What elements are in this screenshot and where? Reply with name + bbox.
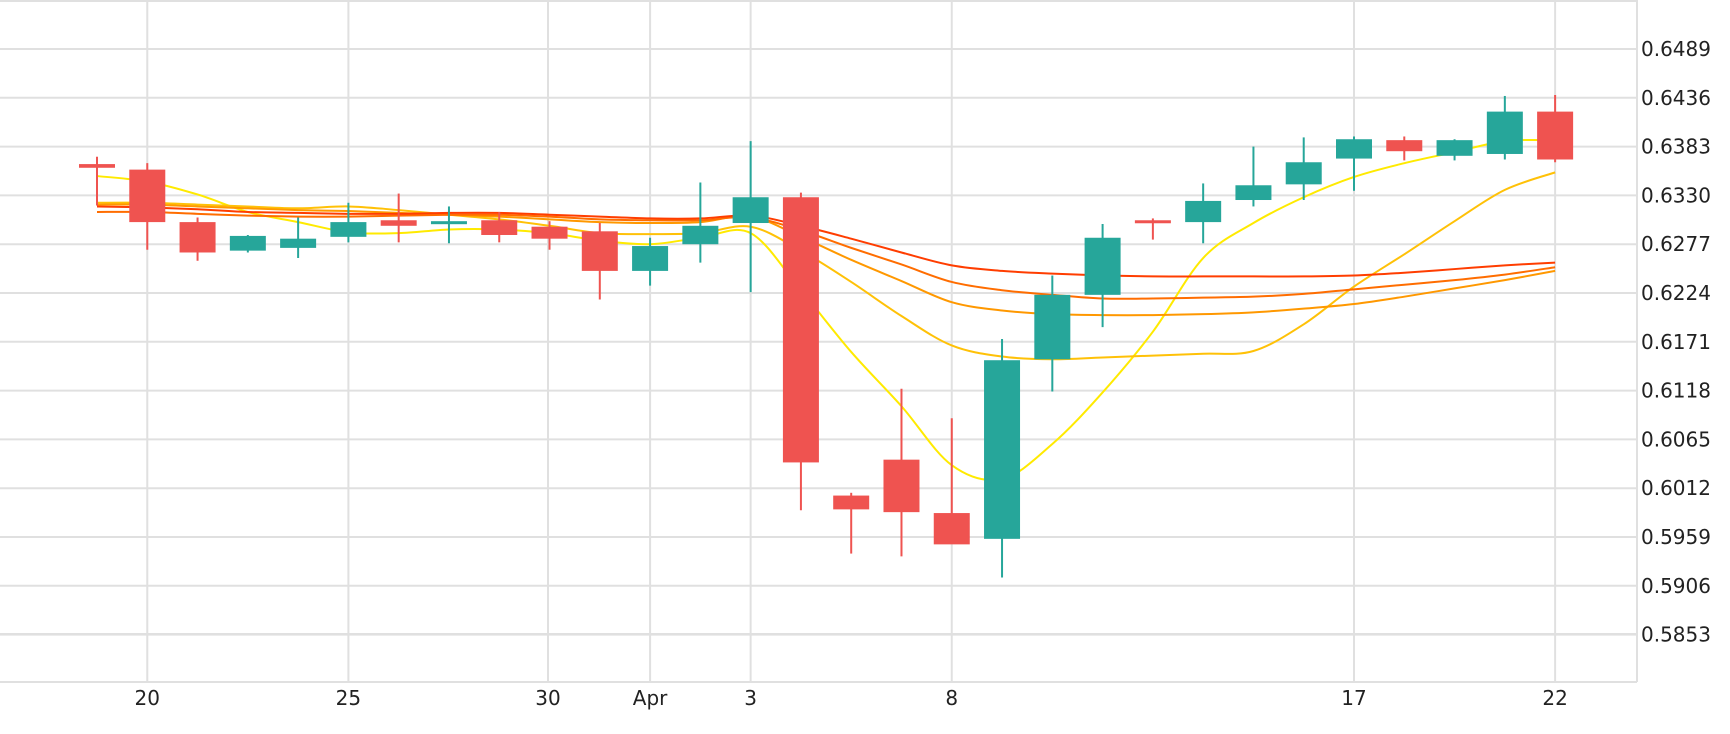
gridlines <box>0 0 1637 682</box>
candle-body-down <box>481 220 518 235</box>
candle-body-up <box>1436 140 1473 156</box>
candle-body-down <box>1386 140 1423 152</box>
candle <box>1134 218 1171 240</box>
candle <box>330 202 367 243</box>
candle-body-up <box>229 235 266 251</box>
y-tick-label: 0.6330 <box>1641 183 1711 207</box>
candle-body-down <box>79 164 115 168</box>
candle <box>531 221 568 250</box>
y-tick-label: 0.6224 <box>1641 281 1711 305</box>
candle-body-up <box>1285 162 1322 185</box>
y-tick-label: 0.6383 <box>1641 135 1711 159</box>
candle-body-down <box>380 220 417 226</box>
y-tick-label: 0.6489 <box>1641 37 1711 61</box>
candle-body-down <box>531 226 568 239</box>
candle <box>280 217 317 259</box>
x-tick-label: 25 <box>336 686 361 710</box>
candle <box>682 182 719 263</box>
candle <box>782 192 819 511</box>
moving-average-line-5 <box>96 205 1556 278</box>
candle-body-up <box>1235 185 1272 201</box>
y-tick-label: 0.6012 <box>1641 476 1711 500</box>
candle <box>1537 95 1574 163</box>
moving-average-line-2 <box>96 171 1556 361</box>
moving-average-line-1 <box>96 138 1556 482</box>
candle <box>1436 139 1473 161</box>
candle <box>1034 275 1071 392</box>
candle <box>883 388 920 557</box>
candle-body-up <box>1084 237 1121 295</box>
candle <box>1336 136 1372 191</box>
x-tick-label: Apr <box>633 686 668 710</box>
candle <box>1084 223 1121 328</box>
moving-average-lines <box>96 138 1556 482</box>
x-tick-label: 30 <box>535 686 560 710</box>
candle <box>933 418 970 545</box>
candle <box>481 211 518 243</box>
x-tick-label: 8 <box>945 686 958 710</box>
y-tick-label: 0.6065 <box>1641 427 1711 451</box>
y-tick-label: 0.6118 <box>1641 379 1711 403</box>
x-tick-label: 17 <box>1341 686 1366 710</box>
candle-body-up <box>280 238 317 248</box>
candle-body-down <box>1134 220 1171 224</box>
candle <box>833 492 870 554</box>
candle <box>732 141 769 293</box>
candle-body-down <box>933 513 970 545</box>
y-tick-label: 0.5853 <box>1641 623 1711 647</box>
candle <box>1486 95 1523 160</box>
candle-body-down <box>883 459 920 513</box>
candle-body-up <box>632 246 669 271</box>
candle-body-down <box>833 495 870 510</box>
candle <box>984 339 1021 578</box>
candle-body-down <box>581 231 618 271</box>
candle <box>1386 136 1423 161</box>
candle-body-up <box>1486 111 1523 154</box>
y-tick-label: 0.6171 <box>1641 330 1711 354</box>
candle-body-up <box>1336 139 1372 159</box>
y-tick-label: 0.5959 <box>1641 525 1711 549</box>
candle-body-up <box>1034 294 1071 360</box>
candle <box>632 237 669 286</box>
candles <box>79 95 1574 578</box>
axes: 0.6489 0.6436 0.6383 0.6330 0.6277 0.6224 0.61… <box>0 0 1711 710</box>
moving-average-line-3 <box>96 203 1556 317</box>
candle-body-down <box>179 222 216 253</box>
candle <box>1285 137 1322 201</box>
candle <box>1185 183 1222 244</box>
candle <box>581 223 618 300</box>
candle-body-down <box>782 197 819 463</box>
candle-body-up <box>682 225 719 245</box>
y-tick-label: 0.5906 <box>1641 574 1711 598</box>
candle <box>1235 146 1272 207</box>
x-tick-label: 3 <box>744 686 757 710</box>
candle-body-up <box>330 222 367 237</box>
y-tick-label: 0.6436 <box>1641 86 1711 110</box>
candle <box>229 234 266 253</box>
candle <box>430 206 467 244</box>
candle <box>380 193 417 243</box>
candle-body-up <box>1185 200 1222 223</box>
candle-body-up <box>430 221 467 225</box>
candle <box>129 163 166 250</box>
candle <box>79 156 115 206</box>
candle-body-up <box>984 360 1021 539</box>
x-tick-label: 20 <box>135 686 160 710</box>
candle <box>179 217 216 261</box>
moving-average-line-4 <box>96 210 1556 300</box>
candle-body-down <box>129 169 166 223</box>
y-tick-label: 0.6277 <box>1641 232 1711 256</box>
x-tick-label: 22 <box>1542 686 1567 710</box>
candle-body-down <box>1537 111 1574 160</box>
candle-body-up <box>732 197 769 224</box>
